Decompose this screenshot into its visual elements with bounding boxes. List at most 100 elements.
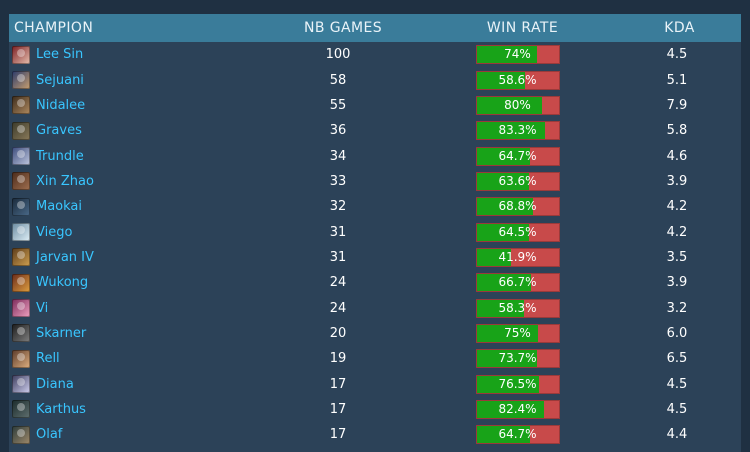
rell-portrait-icon: [12, 349, 30, 368]
champion-name[interactable]: Rell: [36, 351, 60, 367]
table-row[interactable]: Trundle 34 64.7% 4.6: [9, 143, 741, 168]
champion-name[interactable]: Lee Sin: [36, 47, 84, 63]
winrate-bar: 64.7%: [475, 146, 560, 166]
nidalee-portrait-icon: [12, 96, 30, 115]
table-row[interactable]: Xin Zhao 33 63.6% 3.9: [9, 169, 741, 194]
champion-name[interactable]: Jarvan IV: [36, 249, 94, 265]
column-header-kda[interactable]: KDA: [664, 20, 695, 36]
winrate-cell: 64.7%: [422, 146, 613, 166]
table-row[interactable]: Viego 31 64.5% 4.2: [9, 219, 741, 244]
winrate-bar: 73.7%: [475, 349, 560, 369]
table-row[interactable]: Jarvan IV 31 41.9% 3.5: [9, 245, 741, 270]
winrate-fill: [476, 299, 525, 317]
column-header-champion[interactable]: CHAMPION: [14, 20, 94, 36]
winrate-fill: [476, 400, 545, 418]
winrate-cell: 80%: [422, 95, 613, 115]
olaf-portrait-icon: [12, 425, 30, 444]
champion-name[interactable]: Vi: [36, 300, 49, 316]
champion-stats-table: CHAMPION NB GAMES WIN RATE KDA Lee Sin 10…: [9, 14, 741, 452]
table-row[interactable]: Nidalee 55 80% 7.9: [9, 93, 741, 118]
winrate-fill: [476, 350, 537, 368]
winrate-cell: 58.6%: [422, 70, 613, 90]
table-row[interactable]: Wukong 24 66.7% 3.9: [9, 270, 741, 295]
graves-portrait-icon: [12, 121, 30, 140]
winrate-label: 83.3%: [498, 123, 537, 138]
table-row[interactable]: Diana 17 76.5% 4.5: [9, 371, 741, 396]
table-row[interactable]: Karthus 17 82.4% 4.5: [9, 397, 741, 422]
column-header-games[interactable]: NB GAMES: [304, 20, 382, 36]
kda-cell: 4.5: [666, 376, 688, 392]
champion-cell: Viego: [9, 223, 254, 242]
kda-cell: 3.9: [666, 173, 688, 189]
winrate-cell: 74%: [422, 45, 613, 65]
champion-cell: Sejuani: [9, 71, 254, 90]
champion-cell: Vi: [9, 299, 254, 318]
champion-name[interactable]: Diana: [36, 376, 74, 392]
champion-cell: Lee Sin: [9, 45, 254, 64]
games-cell: 33: [329, 173, 347, 189]
table-body: Lee Sin 100 74% 4.5 Sejuani 58 58.6% 5.1 Nidalee…: [9, 42, 741, 448]
champion-cell: Xin Zhao: [9, 172, 254, 191]
table-row[interactable]: Olaf 17 64.7% 4.4: [9, 422, 741, 447]
champion-name[interactable]: Skarner: [36, 325, 87, 341]
winrate-label: 63.6%: [498, 173, 537, 188]
champion-name[interactable]: Viego: [36, 224, 73, 240]
winrate-bar: 82.4%: [475, 399, 560, 419]
champion-name[interactable]: Olaf: [36, 427, 63, 443]
champion-cell: Karthus: [9, 400, 254, 419]
champion-name[interactable]: Wukong: [36, 275, 89, 291]
winrate-bar: 58.6%: [475, 70, 560, 90]
table-row[interactable]: Maokai 32 68.8% 4.2: [9, 194, 741, 219]
games-cell: 31: [329, 224, 347, 240]
winrate-fill: [476, 96, 543, 114]
vi-portrait-icon: [12, 299, 30, 318]
winrate-label: 68.8%: [498, 199, 537, 214]
winrate-fill: [476, 248, 511, 266]
table-row[interactable]: Rell 19 73.7% 6.5: [9, 346, 741, 371]
winrate-cell: 82.4%: [422, 399, 613, 419]
table-row[interactable]: Lee Sin 100 74% 4.5: [9, 42, 741, 67]
champion-name[interactable]: Sejuani: [36, 72, 84, 88]
table-row[interactable]: Graves 36 83.3% 5.8: [9, 118, 741, 143]
table-row[interactable]: Vi 24 58.3% 3.2: [9, 295, 741, 320]
champion-name[interactable]: Maokai: [36, 199, 83, 215]
winrate-cell: 68.8%: [422, 197, 613, 217]
table-row[interactable]: Skarner 20 75% 6.0: [9, 321, 741, 346]
games-cell: 32: [329, 199, 347, 215]
kda-cell: 3.5: [666, 249, 688, 265]
winrate-cell: 64.5%: [422, 222, 613, 242]
winrate-cell: 75%: [422, 323, 613, 343]
winrate-bar: 74%: [475, 45, 560, 65]
winrate-cell: 83.3%: [422, 121, 613, 141]
games-cell: 20: [329, 325, 347, 341]
games-cell: 58: [329, 72, 347, 88]
champion-cell: Olaf: [9, 425, 254, 444]
champion-name[interactable]: Nidalee: [36, 97, 86, 113]
winrate-label: 64.7%: [498, 427, 537, 442]
champion-name[interactable]: Trundle: [36, 148, 84, 164]
trundle-portrait-icon: [12, 147, 30, 166]
winrate-cell: 73.7%: [422, 349, 613, 369]
champion-name[interactable]: Graves: [36, 123, 82, 139]
winrate-bar: 75%: [475, 323, 560, 343]
games-cell: 55: [329, 97, 347, 113]
games-cell: 17: [329, 427, 347, 443]
winrate-label: 76.5%: [498, 376, 537, 391]
winrate-fill: [476, 223, 530, 241]
table-row[interactable]: Sejuani 58 58.6% 5.1: [9, 67, 741, 92]
champion-cell: Graves: [9, 121, 254, 140]
winrate-bar: 68.8%: [475, 197, 560, 217]
kda-cell: 7.9: [666, 97, 688, 113]
champion-cell: Rell: [9, 349, 254, 368]
kda-cell: 4.2: [666, 224, 688, 240]
winrate-fill: [476, 46, 538, 64]
diana-portrait-icon: [12, 375, 30, 394]
champion-name[interactable]: Karthus: [36, 401, 86, 417]
kda-cell: 4.2: [666, 199, 688, 215]
winrate-cell: 76.5%: [422, 374, 613, 394]
column-header-winrate[interactable]: WIN RATE: [486, 20, 559, 36]
champion-name[interactable]: Xin Zhao: [36, 173, 94, 189]
xin-zhao-portrait-icon: [12, 172, 30, 191]
winrate-bar: 64.7%: [475, 425, 560, 445]
kda-cell: 5.8: [666, 123, 688, 139]
